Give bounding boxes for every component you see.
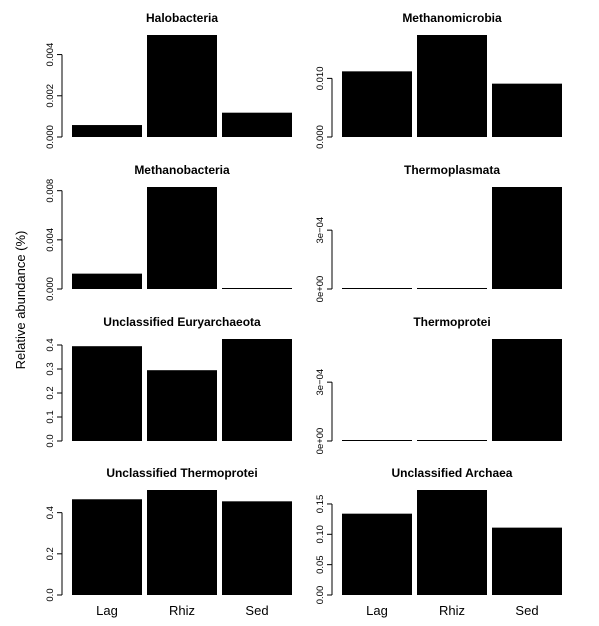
bar-lag <box>72 346 142 441</box>
x-tick-label: Rhiz <box>169 603 195 618</box>
bar-sed <box>492 339 562 441</box>
y-tick-label: 0.002 <box>45 84 56 108</box>
y-tick-label: 0.0 <box>45 588 56 601</box>
y-tick-label: 0.1 <box>45 410 56 423</box>
chart-panels: Halobacteria 0.000 0.002 0.004 Methanomicrob… <box>45 11 562 618</box>
panel-title: Unclassified Euryarchaeota <box>103 315 261 329</box>
y-tick-label: 0.008 <box>45 179 56 203</box>
x-tick-label: Rhiz <box>439 603 465 618</box>
panel-title: Unclassified Thermoprotei <box>106 466 257 480</box>
bar-rhiz <box>147 370 217 441</box>
bar-rhiz <box>147 187 217 289</box>
panel-title: Unclassified Archaea <box>392 466 513 480</box>
y-tick-label: 0e+00 <box>315 428 326 455</box>
bar-lag <box>72 273 142 289</box>
bar-rhiz <box>417 490 487 595</box>
panel-4: Thermoplasmata 0e+00 3e−04 <box>315 163 562 302</box>
bar-rhiz <box>147 35 217 137</box>
y-tick-label: 0.000 <box>315 125 326 149</box>
bar-rhiz <box>417 440 487 441</box>
y-axis-label: Relative abundance (%) <box>13 231 28 370</box>
bar-sed <box>222 501 292 595</box>
y-tick-label: 3e−04 <box>315 369 326 396</box>
y-tick-label: 0.2 <box>45 386 56 399</box>
x-tick-label: Sed <box>515 603 538 618</box>
bar-lag <box>342 513 412 595</box>
panel-title: Thermoprotei <box>413 315 490 329</box>
y-tick-label: 0.4 <box>45 338 56 351</box>
bar-rhiz <box>417 35 487 137</box>
x-tick-label: Sed <box>245 603 268 618</box>
y-tick-label: 0.000 <box>45 125 56 149</box>
y-tick-label: 0.004 <box>45 43 56 67</box>
panel-1: Halobacteria 0.000 0.002 0.004 <box>45 11 292 149</box>
y-tick-label: 0.2 <box>45 547 56 560</box>
y-tick-label: 0.010 <box>315 66 326 90</box>
bar-sed <box>222 339 292 441</box>
y-tick-label: 0.3 <box>45 362 56 375</box>
x-tick-label: Lag <box>366 603 388 618</box>
bar-rhiz <box>147 490 217 595</box>
panel-3: Methanobacteria 0.000 0.004 0.008 <box>45 163 292 301</box>
bar-rhiz <box>417 288 487 289</box>
bar-sed <box>222 112 292 137</box>
bar-lag <box>342 71 412 137</box>
bar-lag <box>342 440 412 441</box>
bar-lag <box>342 288 412 289</box>
panel-6: Thermoprotei 0e+00 3e−04 <box>315 315 562 454</box>
bar-lag <box>72 499 142 595</box>
bar-sed <box>492 527 562 595</box>
y-tick-label: 0.15 <box>315 495 326 514</box>
y-tick-label: 0.004 <box>45 228 56 252</box>
panel-5: Unclassified Euryarchaeota 0.0 0.1 0.2 0.3 0.… <box>45 315 292 448</box>
panel-7: Unclassified Thermoprotei 0.0 0.2 0.4 Lag Rhi… <box>45 466 292 618</box>
y-tick-label: 0.10 <box>315 525 326 544</box>
panel-title: Methanobacteria <box>134 163 230 177</box>
bar-lag <box>72 125 142 137</box>
y-tick-label: 0.4 <box>45 506 56 519</box>
panel-title: Thermoplasmata <box>404 163 500 177</box>
bar-sed <box>492 187 562 289</box>
y-tick-label: 0.05 <box>315 555 326 574</box>
panel-title: Methanomicrobia <box>402 11 502 25</box>
y-tick-label: 0.0 <box>45 434 56 447</box>
panel-2: Methanomicrobia 0.000 0.010 <box>315 11 562 149</box>
x-tick-label: Lag <box>96 603 118 618</box>
y-tick-label: 0.00 <box>315 586 326 605</box>
bar-sed <box>492 83 562 137</box>
bar-sed <box>222 288 292 289</box>
panel-8: Unclassified Archaea 0.00 0.05 0.10 0.15 Lag R… <box>315 466 562 618</box>
panel-title: Halobacteria <box>146 11 218 25</box>
y-tick-label: 3e−04 <box>315 217 326 244</box>
y-tick-label: 0.000 <box>45 277 56 301</box>
y-tick-label: 0e+00 <box>315 276 326 303</box>
